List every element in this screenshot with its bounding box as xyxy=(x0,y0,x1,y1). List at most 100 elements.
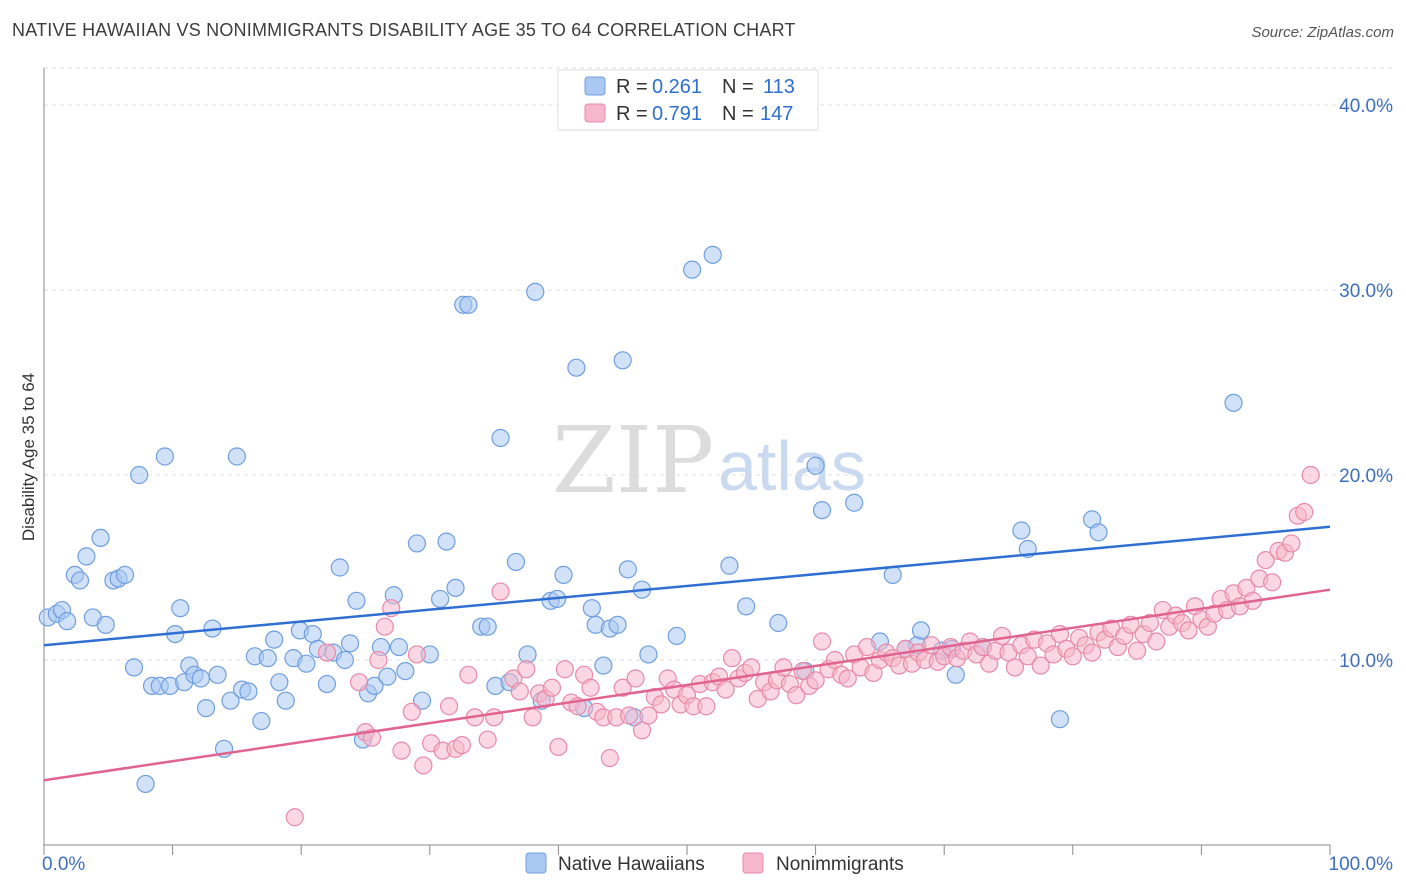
watermark: ZIP atlas xyxy=(552,407,866,514)
native-hawaiians-point xyxy=(720,556,739,575)
nonimmigrants-point xyxy=(1179,621,1198,640)
watermark-atlas: atlas xyxy=(718,427,866,505)
native-hawaiians-point xyxy=(252,711,271,731)
nonimmigrants-point xyxy=(774,658,793,677)
native-hawaiians-point xyxy=(567,358,586,377)
native-hawaiians-point xyxy=(608,615,627,634)
x-tick-label-min: 0.0% xyxy=(42,854,85,875)
native-hawaiians-point xyxy=(221,691,240,710)
legend-r-label-1: R = xyxy=(616,103,648,125)
y-tick-label: 30.0% xyxy=(1339,281,1393,302)
native-hawaiians-point xyxy=(330,558,349,577)
native-hawaiians-point xyxy=(1012,521,1031,540)
native-hawaiians-point xyxy=(208,665,227,684)
nonimmigrants-point xyxy=(523,708,542,727)
native-hawaiians-point xyxy=(70,571,90,590)
native-hawaiians-point xyxy=(526,282,545,301)
legend-n-label-1: N = xyxy=(722,103,754,125)
nonimmigrants-trend-line xyxy=(43,588,1331,782)
nonimmigrants-points xyxy=(285,465,1320,827)
nonimmigrants-point xyxy=(1301,465,1320,485)
nonimmigrants-point xyxy=(1282,534,1301,553)
native-hawaiians-point xyxy=(239,682,258,701)
legend-swatch-native-hawaiians xyxy=(584,76,606,96)
nonimmigrants-point xyxy=(317,643,337,662)
native-hawaiians-point xyxy=(389,637,409,657)
native-hawaiians-point xyxy=(430,589,450,609)
nonimmigrants-point xyxy=(1256,550,1275,570)
nonimmigrants-point xyxy=(581,678,600,697)
legend-n-value-0: 113 xyxy=(763,76,795,98)
native-hawaiians-trend-line xyxy=(43,525,1331,647)
native-hawaiians-point xyxy=(554,565,573,585)
native-hawaiians-point xyxy=(96,615,115,634)
native-hawaiians-point xyxy=(594,656,613,675)
nonimmigrants-point xyxy=(613,678,632,697)
nonimmigrants-point xyxy=(626,669,645,688)
legend: R = 0.261 N = 113 R = 0.791 N = 147 xyxy=(557,69,819,131)
native-hawaiians-point xyxy=(317,674,337,694)
native-hawaiians-point xyxy=(270,673,289,692)
nonimmigrants-point xyxy=(517,660,536,679)
x-tick-label-max: 100.0% xyxy=(1329,854,1394,875)
native-hawaiians-point xyxy=(883,565,902,585)
native-hawaiians-point xyxy=(437,532,456,551)
native-hawaiians-point xyxy=(276,691,295,710)
native-hawaiians-point xyxy=(340,634,360,653)
nonimmigrants-point xyxy=(806,671,825,690)
nonimmigrants-point xyxy=(1031,656,1050,675)
y-tick-label: 20.0% xyxy=(1339,466,1393,487)
native-hawaiians-point xyxy=(396,661,415,681)
native-hawaiians-point xyxy=(136,774,155,794)
native-hawaiians-point xyxy=(613,351,632,370)
nonimmigrants-point xyxy=(555,660,574,679)
bottom-legend: Native Hawaiians Nonimmigrants xyxy=(525,852,904,875)
native-hawaiians-point xyxy=(769,613,788,633)
grid-lines xyxy=(44,67,1393,661)
nonimmigrants-point xyxy=(992,626,1012,646)
nonimmigrants-point xyxy=(439,697,459,716)
legend-r-value-0: 0.261 xyxy=(652,76,702,98)
native-hawaiians-point xyxy=(297,654,316,673)
native-hawaiians-point xyxy=(618,560,637,579)
source-label: Source: ZipAtlas.com xyxy=(1251,24,1394,41)
nonimmigrants-point xyxy=(716,680,735,699)
nonimmigrants-point xyxy=(1018,647,1037,666)
native-hawaiians-point xyxy=(459,295,478,314)
native-hawaiians-point xyxy=(639,645,658,664)
nonimmigrants-point xyxy=(375,617,394,636)
nonimmigrants-point xyxy=(1063,647,1082,666)
nonimmigrants-point xyxy=(857,637,877,657)
nonimmigrants-point xyxy=(1005,658,1025,677)
nonimmigrants-point xyxy=(600,748,619,768)
legend-swatch-nonimmigrants xyxy=(584,103,606,123)
nonimmigrants-point xyxy=(349,673,369,692)
nonimmigrants-point xyxy=(549,737,568,757)
native-hawaiians-point xyxy=(806,456,825,475)
legend-n-value-1: 147 xyxy=(760,103,793,125)
native-hawaiians-point xyxy=(1089,523,1108,542)
native-hawaiians-point xyxy=(115,565,135,585)
nonimmigrants-point xyxy=(407,645,427,664)
y-axis-title: Disability Age 35 to 64 xyxy=(19,373,38,541)
native-hawaiians-point xyxy=(265,630,284,649)
nonimmigrants-point xyxy=(459,665,478,684)
native-hawaiians-point xyxy=(812,501,832,520)
y-tick-label: 40.0% xyxy=(1339,96,1393,117)
nonimmigrants-point xyxy=(285,808,304,827)
native-hawaiians-point xyxy=(845,493,864,512)
y-tick-labels: 10.0% 20.0% 30.0% 40.0% xyxy=(1339,96,1393,672)
nonimmigrants-point xyxy=(392,741,411,760)
nonimmigrants-point xyxy=(620,706,639,725)
native-hawaiians-point xyxy=(378,667,397,686)
native-hawaiians-point xyxy=(478,617,497,636)
nonimmigrants-point xyxy=(838,669,857,688)
native-hawaiians-point xyxy=(407,534,427,553)
native-hawaiians-point xyxy=(446,578,465,597)
native-hawaiians-point xyxy=(196,698,216,718)
nonimmigrants-point xyxy=(402,702,421,721)
native-hawaiians-point xyxy=(506,552,526,572)
nonimmigrants-point xyxy=(1263,573,1282,592)
legend-r-label-0: R = xyxy=(616,76,648,98)
native-hawaiians-point xyxy=(58,612,77,631)
